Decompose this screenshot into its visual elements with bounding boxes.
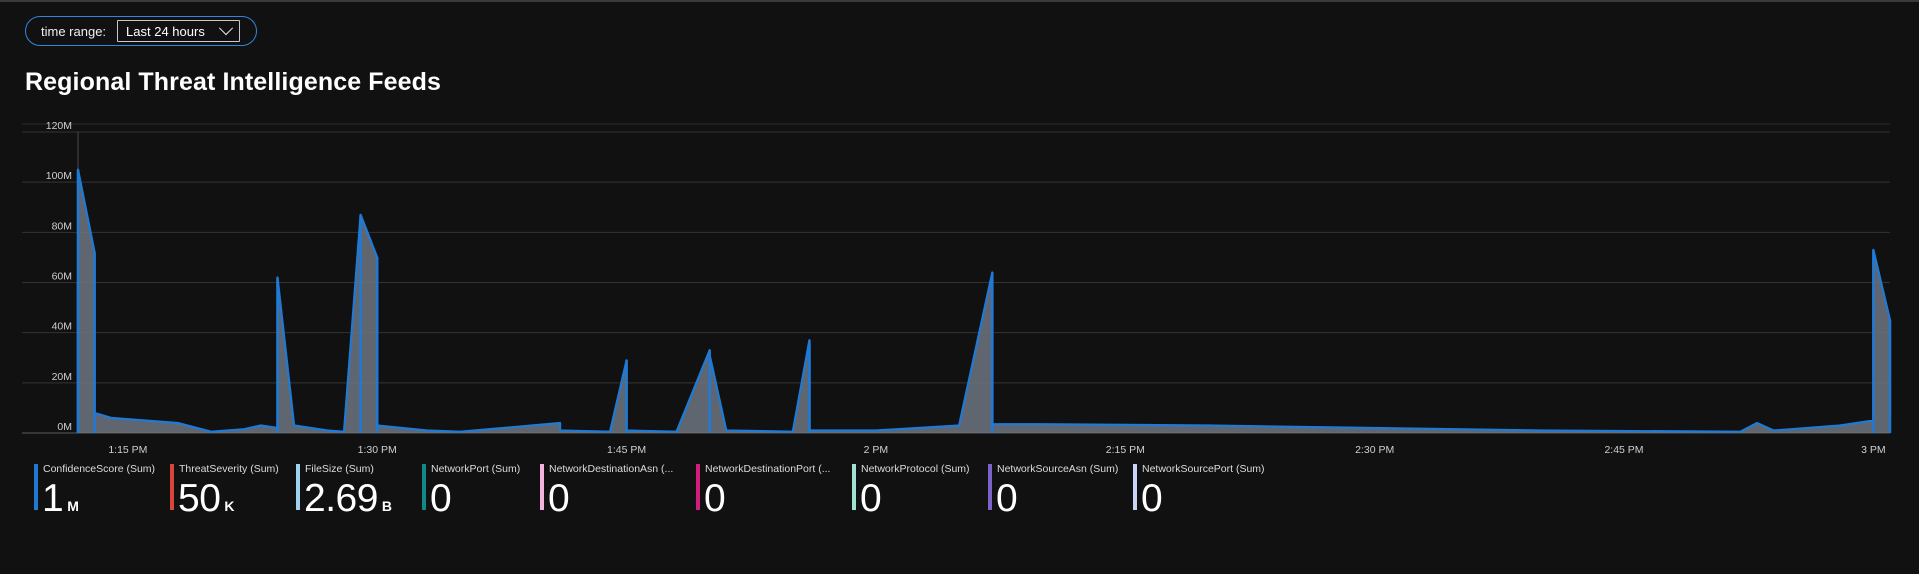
legend-value-number: 50	[178, 477, 221, 520]
legend-value-number: 0	[548, 477, 570, 520]
x-tick-label: 2:15 PM	[1106, 444, 1145, 456]
legend-series-name: NetworkSourcePort (Sum)	[1142, 463, 1265, 475]
legend-color-swatch	[170, 464, 174, 510]
legend-series-name: NetworkProtocol (Sum)	[861, 463, 970, 475]
time-range-dropdown[interactable]: Last 24 hours	[117, 20, 240, 42]
legend-value-number: 0	[430, 477, 452, 520]
legend-color-swatch	[422, 464, 426, 510]
time-range-parameter[interactable]: time range: Last 24 hours	[25, 16, 257, 46]
legend-series-value: 50 K	[178, 477, 235, 521]
legend-value-number: 2.69	[304, 477, 378, 520]
legend-series-value: 0	[430, 477, 452, 521]
legend-color-swatch	[696, 464, 700, 510]
series-area	[78, 169, 1890, 433]
legend-series-value: 0	[1141, 477, 1163, 521]
legend-value-number: 0	[996, 477, 1018, 520]
legend-value-number: 0	[860, 477, 882, 520]
legend-series-name: ConfidenceScore (Sum)	[43, 463, 156, 475]
legend-value-number: 0	[1141, 477, 1163, 520]
chart-title: Regional Threat Intelligence Feeds	[25, 68, 441, 96]
y-tick-label: 0M	[57, 421, 72, 433]
legend-series-name: ThreatSeverity (Sum)	[179, 463, 279, 475]
x-tick-label: 2:30 PM	[1355, 444, 1394, 456]
legend-color-swatch	[1133, 464, 1137, 510]
y-tick-label: 60M	[52, 271, 72, 283]
time-range-label: time range:	[41, 23, 107, 39]
legend-series-name: NetworkDestinationAsn (...	[549, 463, 674, 475]
legend-series-name: NetworkPort (Sum)	[431, 463, 521, 475]
x-tick-label: 2:45 PM	[1604, 444, 1643, 456]
legend-series-name: NetworkDestinationPort (...	[705, 463, 831, 475]
x-tick-label: 3 PM	[1861, 444, 1886, 456]
legend-color-swatch	[34, 464, 38, 510]
legend-color-swatch	[852, 464, 856, 510]
time-range-value: Last 24 hours	[126, 23, 205, 39]
legend-series-value: 0	[996, 477, 1018, 521]
x-tick-label: 1:15 PM	[108, 444, 147, 456]
y-tick-label: 40M	[52, 321, 72, 333]
legend-series-name: FileSize (Sum)	[305, 463, 374, 475]
x-tick-label: 1:30 PM	[358, 444, 397, 456]
legend-value-unit: B	[381, 498, 393, 514]
legend-series-value: 2.69 B	[304, 477, 392, 521]
legend-series-name: NetworkSourceAsn (Sum)	[997, 463, 1119, 475]
y-tick-label: 80M	[52, 220, 72, 232]
area-chart[interactable]: 0M 20M 40M 60M 80M 100M 120M 1:15 PM 1:30 PM 1:45…	[0, 118, 1919, 458]
top-divider	[0, 0, 1919, 2]
legend-value-unit: K	[224, 498, 235, 514]
y-tick-label: 20M	[52, 371, 72, 383]
legend-series-value: 0	[704, 477, 726, 521]
series-line	[76, 168, 1892, 433]
y-tick-label: 120M	[46, 120, 72, 132]
legend-value-unit: M	[67, 498, 79, 514]
chevron-down-icon	[218, 21, 233, 36]
legend-series-value: 0	[860, 477, 882, 521]
legend-color-swatch	[296, 464, 300, 510]
legend-value-number: 1	[42, 477, 64, 520]
legend-value-number: 0	[704, 477, 726, 520]
legend-color-swatch	[988, 464, 992, 510]
x-tick-label: 2 PM	[864, 444, 889, 456]
legend-color-swatch	[540, 464, 544, 510]
y-tick-label: 100M	[46, 170, 72, 182]
x-tick-label: 1:45 PM	[607, 444, 646, 456]
legend-series-value: 0	[548, 477, 570, 521]
